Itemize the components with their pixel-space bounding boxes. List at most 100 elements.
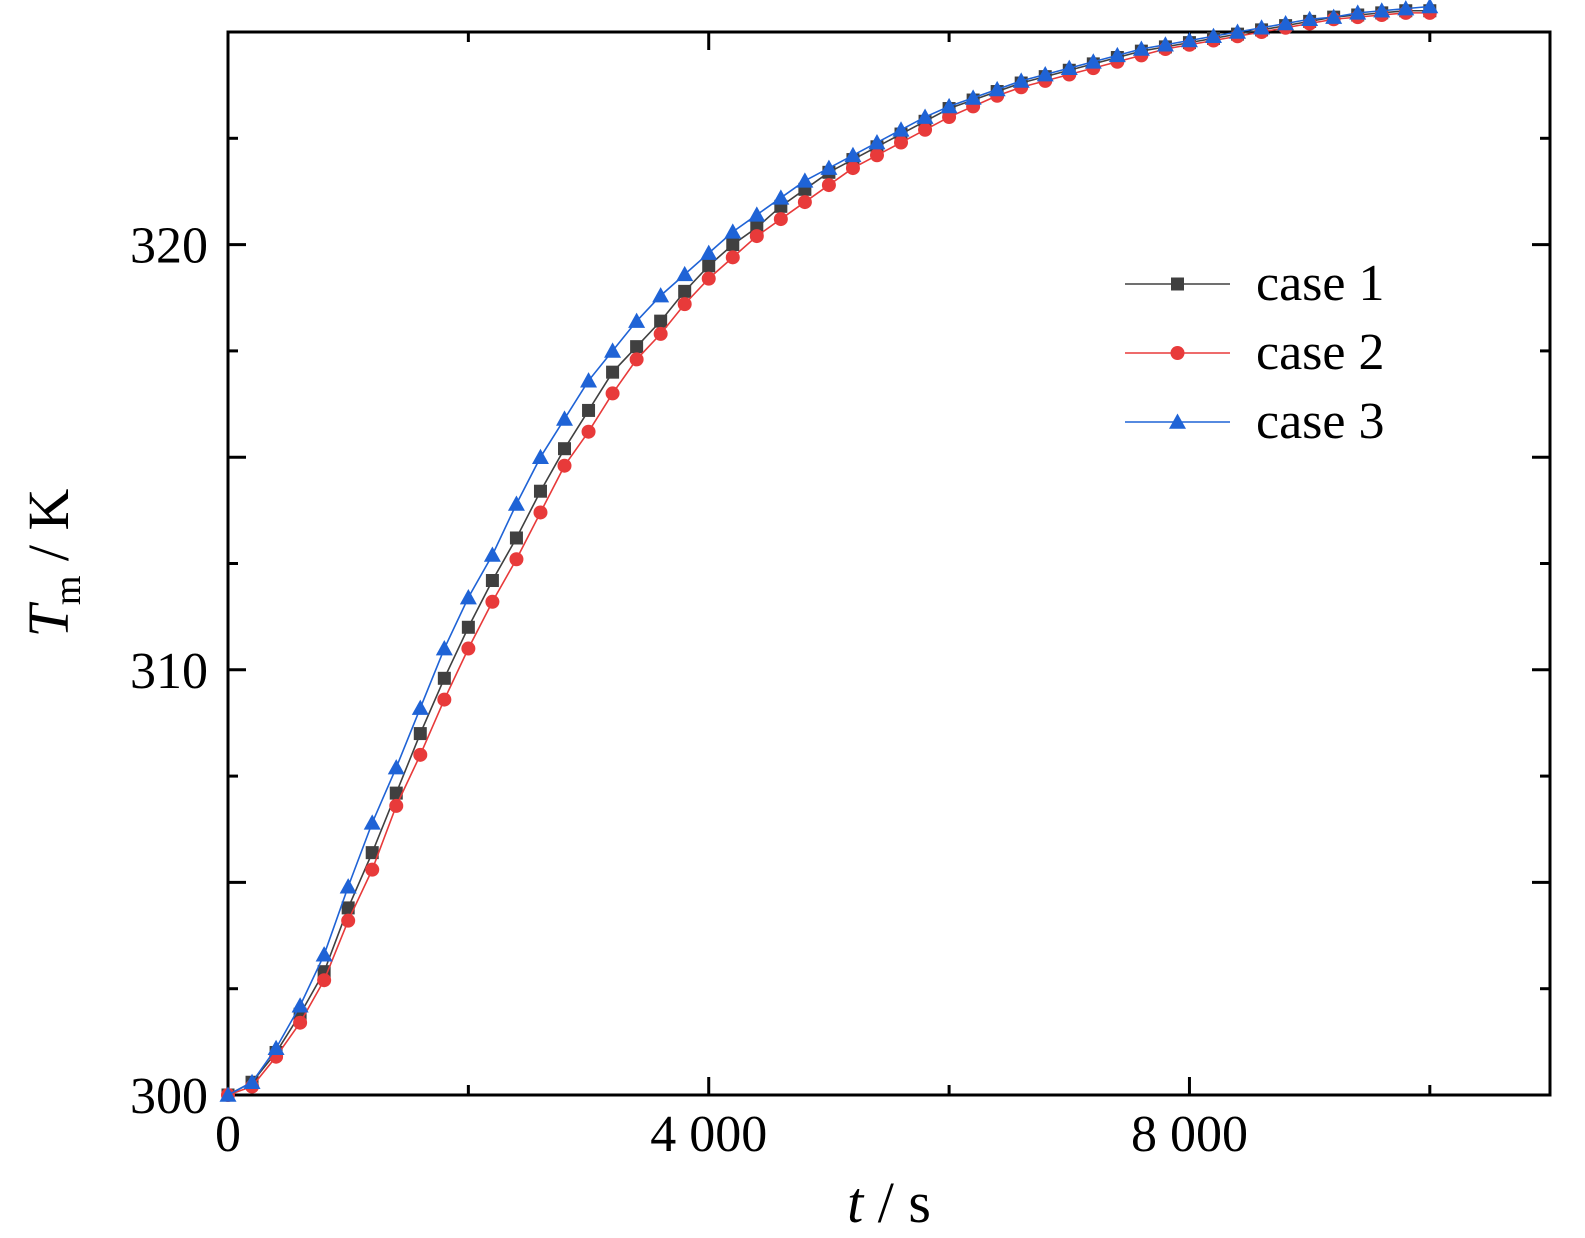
series-1-point [533, 484, 547, 498]
series-3-point [1421, 0, 1439, 14]
series-3-point [483, 546, 501, 562]
series-2-point [293, 1015, 308, 1030]
series-3-point [796, 172, 814, 188]
series-3 [219, 0, 1439, 1102]
series-layer [219, 0, 1439, 1102]
legend-item-1: case 1 [1125, 255, 1384, 312]
series-3-point [1084, 53, 1102, 69]
series-3-point [507, 495, 525, 511]
legend-item-2: case 2 [1125, 324, 1384, 381]
series-1-point [654, 314, 668, 328]
series-3-point [652, 287, 670, 303]
series-2-point [461, 641, 476, 656]
series-1-point [582, 403, 596, 417]
series-1-point [702, 259, 716, 273]
series-2-point [389, 798, 404, 813]
series-3-point [1349, 4, 1367, 20]
series-2-point [533, 505, 548, 520]
series-3-point [363, 814, 381, 830]
series-2-point [509, 552, 524, 567]
y-tick-label: 310 [130, 643, 208, 700]
series-3-point [1253, 19, 1271, 35]
series-1-point [485, 574, 499, 588]
series-2-point [605, 386, 620, 401]
legend-label: case 1 [1256, 255, 1384, 312]
series-3-point [916, 108, 934, 124]
series-1-point [678, 284, 692, 298]
series-3-point [628, 312, 646, 328]
series-3-point [820, 159, 838, 175]
series-2-point [869, 148, 884, 163]
legend-label: case 2 [1256, 324, 1384, 381]
series-1-point [389, 786, 403, 800]
series-3-point [1012, 72, 1030, 88]
y-tick-label: 320 [130, 218, 208, 275]
series-1-point [341, 901, 355, 915]
series-3-point [1036, 66, 1054, 82]
y-axis-label-subscript: m [47, 576, 89, 606]
series-2-point [749, 229, 764, 244]
series-3-point [748, 206, 766, 222]
series-3-point [844, 146, 862, 163]
series-2-point [581, 424, 596, 439]
series-3-point [604, 342, 622, 358]
series-2-point [894, 135, 909, 150]
series-1-point [509, 531, 523, 545]
series-1-point [461, 620, 475, 634]
x-tick-label: 8 000 [1131, 1106, 1248, 1163]
series-3-point [339, 878, 357, 894]
series-2-point [918, 122, 933, 137]
series-1-point [437, 671, 451, 685]
series-2-point [845, 161, 860, 176]
y-axis-label-unit: / K [16, 488, 81, 575]
series-3-point [676, 265, 694, 282]
series-3-point [988, 80, 1006, 97]
legend: case 1 case 2 case 3 [1125, 255, 1384, 450]
x-axis-label-unit: / s [863, 1170, 931, 1235]
series-2-point [557, 458, 572, 473]
x-axis-label: t / s [847, 1170, 931, 1235]
series-3-point [1277, 14, 1295, 31]
series-3-point [1060, 59, 1078, 75]
x-tick-label: 0 [215, 1106, 241, 1163]
series-3-point [1301, 10, 1319, 27]
y-axis-label: Tm / K [16, 488, 89, 637]
legend-marker [1169, 413, 1186, 429]
series-3-point [964, 89, 982, 105]
series-3-point [315, 946, 333, 962]
series-3-point [1325, 8, 1343, 24]
series-3-point [291, 997, 309, 1013]
series-2-point [701, 271, 716, 286]
series-3-point [892, 121, 910, 137]
series-2-point [413, 747, 428, 762]
series-3-point [1132, 40, 1150, 56]
series-3-point [700, 244, 718, 260]
series-2-point [942, 110, 957, 125]
series-1-point [726, 238, 740, 252]
series-3-point [940, 97, 958, 114]
series-3-point [556, 410, 574, 426]
series-2-point [365, 862, 380, 877]
series-3-point [1204, 27, 1222, 44]
series-1-point [413, 727, 427, 741]
series-3-point [1180, 32, 1198, 48]
series-1-point [558, 442, 572, 456]
series-2-point [677, 297, 692, 312]
series-3-point [868, 134, 886, 150]
series-2-point [773, 212, 788, 227]
series-3-point [1156, 36, 1174, 52]
x-tick-label: 4 000 [650, 1106, 767, 1163]
series-3-point [243, 1073, 261, 1090]
series-3-point [724, 223, 742, 239]
legend-item-3: case 3 [1125, 393, 1384, 450]
series-3-point [411, 699, 429, 715]
series-2-point [821, 178, 836, 193]
series-1-point [606, 365, 620, 379]
series-3-point [267, 1039, 285, 1056]
series-3-point [459, 589, 477, 605]
series-2-point [725, 250, 740, 265]
y-tick-label: 300 [130, 1068, 208, 1125]
legend-marker [1171, 277, 1184, 291]
plot-frame [226, 30, 1552, 1097]
